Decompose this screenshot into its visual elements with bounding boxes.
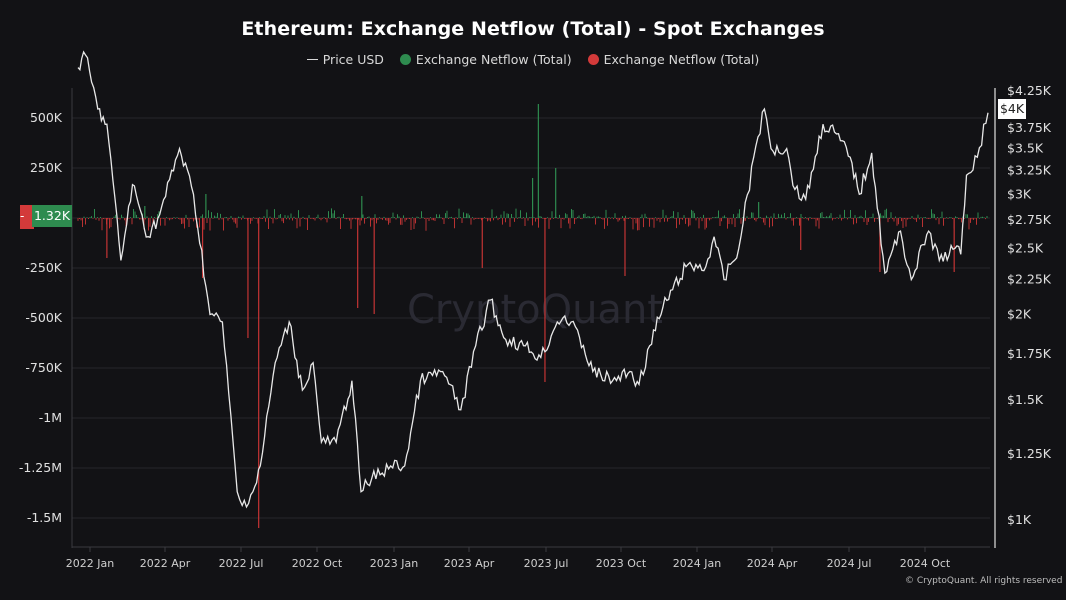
left-axis-tick: -500K: [25, 310, 62, 325]
left-axis-tick: 250K: [30, 160, 63, 175]
legend-item-price[interactable]: Price USD: [306, 52, 384, 67]
current-netflow-badge: 1.32K: [32, 205, 72, 227]
copyright-text: © CryptoQuant. All rights reserved: [905, 576, 1063, 586]
x-axis-tick: 2023 Jan: [370, 557, 418, 570]
left-axis-tick: -1M: [39, 410, 62, 425]
right-axis-tick: $3.75K: [1007, 120, 1052, 135]
price-line: [77, 50, 989, 509]
left-axis-ticks: 500K 250K -250K -500K -750K -1M -1.25M -1.5M: [19, 110, 63, 525]
left-axis-tick: -750K: [25, 360, 62, 375]
x-axis-tick: 2022 Jul: [219, 557, 264, 570]
legend-item-netflow-red[interactable]: Exchange Netflow (Total): [587, 52, 760, 67]
right-axis-tick: $2.5K: [1007, 240, 1044, 255]
x-axis-tick: 2022 Jan: [66, 557, 114, 570]
x-axis-tick: 2023 Apr: [444, 557, 495, 570]
watermark: CryptoQuant: [407, 287, 663, 333]
right-axis-tick: $1K: [1007, 512, 1032, 527]
left-axis-tick: -1.25M: [19, 460, 62, 475]
right-axis-tick: $2.25K: [1007, 272, 1052, 287]
legend-label: Price USD: [322, 52, 384, 67]
current-price-badge: $4K: [998, 99, 1026, 119]
chart-legend: Price USD Exchange Netflow (Total) Excha…: [0, 52, 1066, 67]
legend-label: Exchange Netflow (Total): [415, 52, 572, 67]
right-axis-tick: $2.75K: [1007, 212, 1052, 227]
x-axis-tick: 2022 Oct: [292, 557, 343, 570]
x-axis-tick: 2022 Apr: [140, 557, 191, 570]
right-axis-tick: $3.25K: [1007, 163, 1052, 178]
legend-label: Exchange Netflow (Total): [603, 52, 760, 67]
x-axis-tick: 2024 Apr: [747, 557, 798, 570]
right-axis-tick: $3.5K: [1007, 141, 1044, 156]
green-dot-icon: [399, 54, 411, 65]
right-axis-tick: $2K: [1007, 307, 1032, 322]
right-axis-tick: $1.25K: [1007, 446, 1052, 461]
line-marker-icon: [306, 59, 318, 60]
axes: [71, 88, 996, 548]
right-axis-tick: $4.25K: [1007, 83, 1052, 98]
x-axis-tick: 2024 Oct: [900, 557, 951, 570]
x-axis-tick: 2024 Jul: [827, 557, 872, 570]
x-axis-ticks: 2022 Jan 2022 Apr 2022 Jul 2022 Oct 2023 Jan…: [66, 547, 951, 570]
left-axis-tick: -1.5M: [27, 510, 62, 525]
netflow-bars: [77, 104, 988, 528]
left-axis-tick: 500K: [30, 110, 63, 125]
right-axis-tick: $1.5K: [1007, 392, 1044, 407]
x-axis-tick: 2024 Jan: [673, 557, 721, 570]
current-outflow-badge: -: [20, 205, 34, 229]
right-axis-ticks: $4.25K $3.75K $3.5K $3.25K $3K $2.75K $2.5K $2.…: [1007, 83, 1052, 527]
left-axis-tick: -250K: [25, 260, 62, 275]
svg-text:CryptoQuant: CryptoQuant: [407, 287, 663, 333]
x-axis-tick: 2023 Oct: [596, 557, 647, 570]
right-axis-tick: $3K: [1007, 186, 1032, 201]
legend-item-netflow-green[interactable]: Exchange Netflow (Total): [399, 52, 572, 67]
right-axis-tick: $1.75K: [1007, 346, 1052, 361]
red-dot-icon: [587, 54, 599, 65]
x-axis-tick: 2023 Jul: [524, 557, 569, 570]
chart-title: Ethereum: Exchange Netflow (Total) - Spo…: [241, 18, 825, 40]
